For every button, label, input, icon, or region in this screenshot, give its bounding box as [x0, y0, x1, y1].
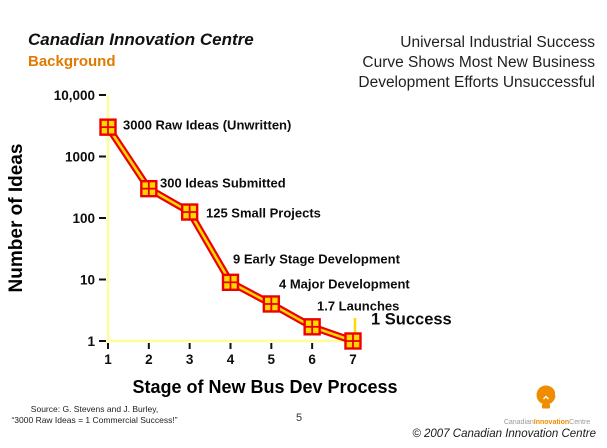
slide-section-label: Background — [28, 53, 116, 70]
point-label: 9 Early Stage Development — [233, 251, 400, 267]
copyright-notice: © 2007 Canadian Innovation Centre — [412, 428, 596, 440]
lightbulb-icon — [536, 385, 559, 409]
slide-title-line: Universal Industrial Success — [400, 34, 595, 51]
cic-wordmark: CanadianInnovationCentre — [497, 419, 597, 426]
x-axis-tick-label: 5 — [268, 352, 276, 367]
source-citation: Source: G. Stevens and J. Burley, “3000 … — [2, 404, 187, 425]
x-axis-tick-label: 3 — [186, 352, 194, 367]
y-axis-tick-label: 10,000 — [54, 88, 95, 103]
x-axis-title: Stage of New Bus Dev Process — [132, 377, 398, 397]
y-axis-tick-label: 1000 — [65, 150, 95, 165]
x-axis-tick-label: 7 — [349, 352, 357, 367]
point-label: 3000 Raw Ideas (Unwritten) — [123, 117, 292, 133]
wordmark-innovation: Innovation — [533, 419, 570, 426]
point-label: 4 Major Development — [279, 276, 410, 292]
cic-logo: CanadianInnovationCentre — [497, 384, 597, 426]
org-title: Canadian Innovation Centre — [28, 30, 254, 49]
point-label: 1.7 Launches — [317, 298, 400, 314]
wordmark-canadian: Canadian — [503, 419, 534, 426]
slide-title: Universal Industrial Success Curve Shows… — [358, 33, 595, 93]
slide-header: Canadian Innovation Centre Background — [28, 30, 254, 70]
y-axis-tick-label: 1 — [87, 334, 95, 349]
x-axis-tick-label: 4 — [227, 352, 235, 367]
x-axis-tick-label: 6 — [308, 352, 316, 367]
slide-title-line: Curve Shows Most New Business — [362, 54, 595, 71]
y-axis-tick-label: 10 — [80, 273, 95, 288]
source-line: Source: G. Stevens and J. Burley, — [30, 404, 159, 414]
point-label: 1 Success — [371, 310, 452, 329]
x-axis-tick-label: 2 — [145, 352, 153, 367]
page-number: 5 — [295, 412, 303, 424]
x-axis-tick-label: 1 — [104, 352, 112, 367]
point-label: 125 Small Projects — [206, 205, 321, 221]
point-label: 300 Ideas Submitted — [160, 175, 286, 191]
y-axis-tick-label: 100 — [72, 211, 95, 226]
wordmark-centre: Centre — [569, 419, 591, 426]
source-line: “3000 Raw Ideas = 1 Commercial Success!” — [11, 414, 178, 425]
slide-title-line: Development Efforts Unsuccessful — [358, 74, 595, 91]
